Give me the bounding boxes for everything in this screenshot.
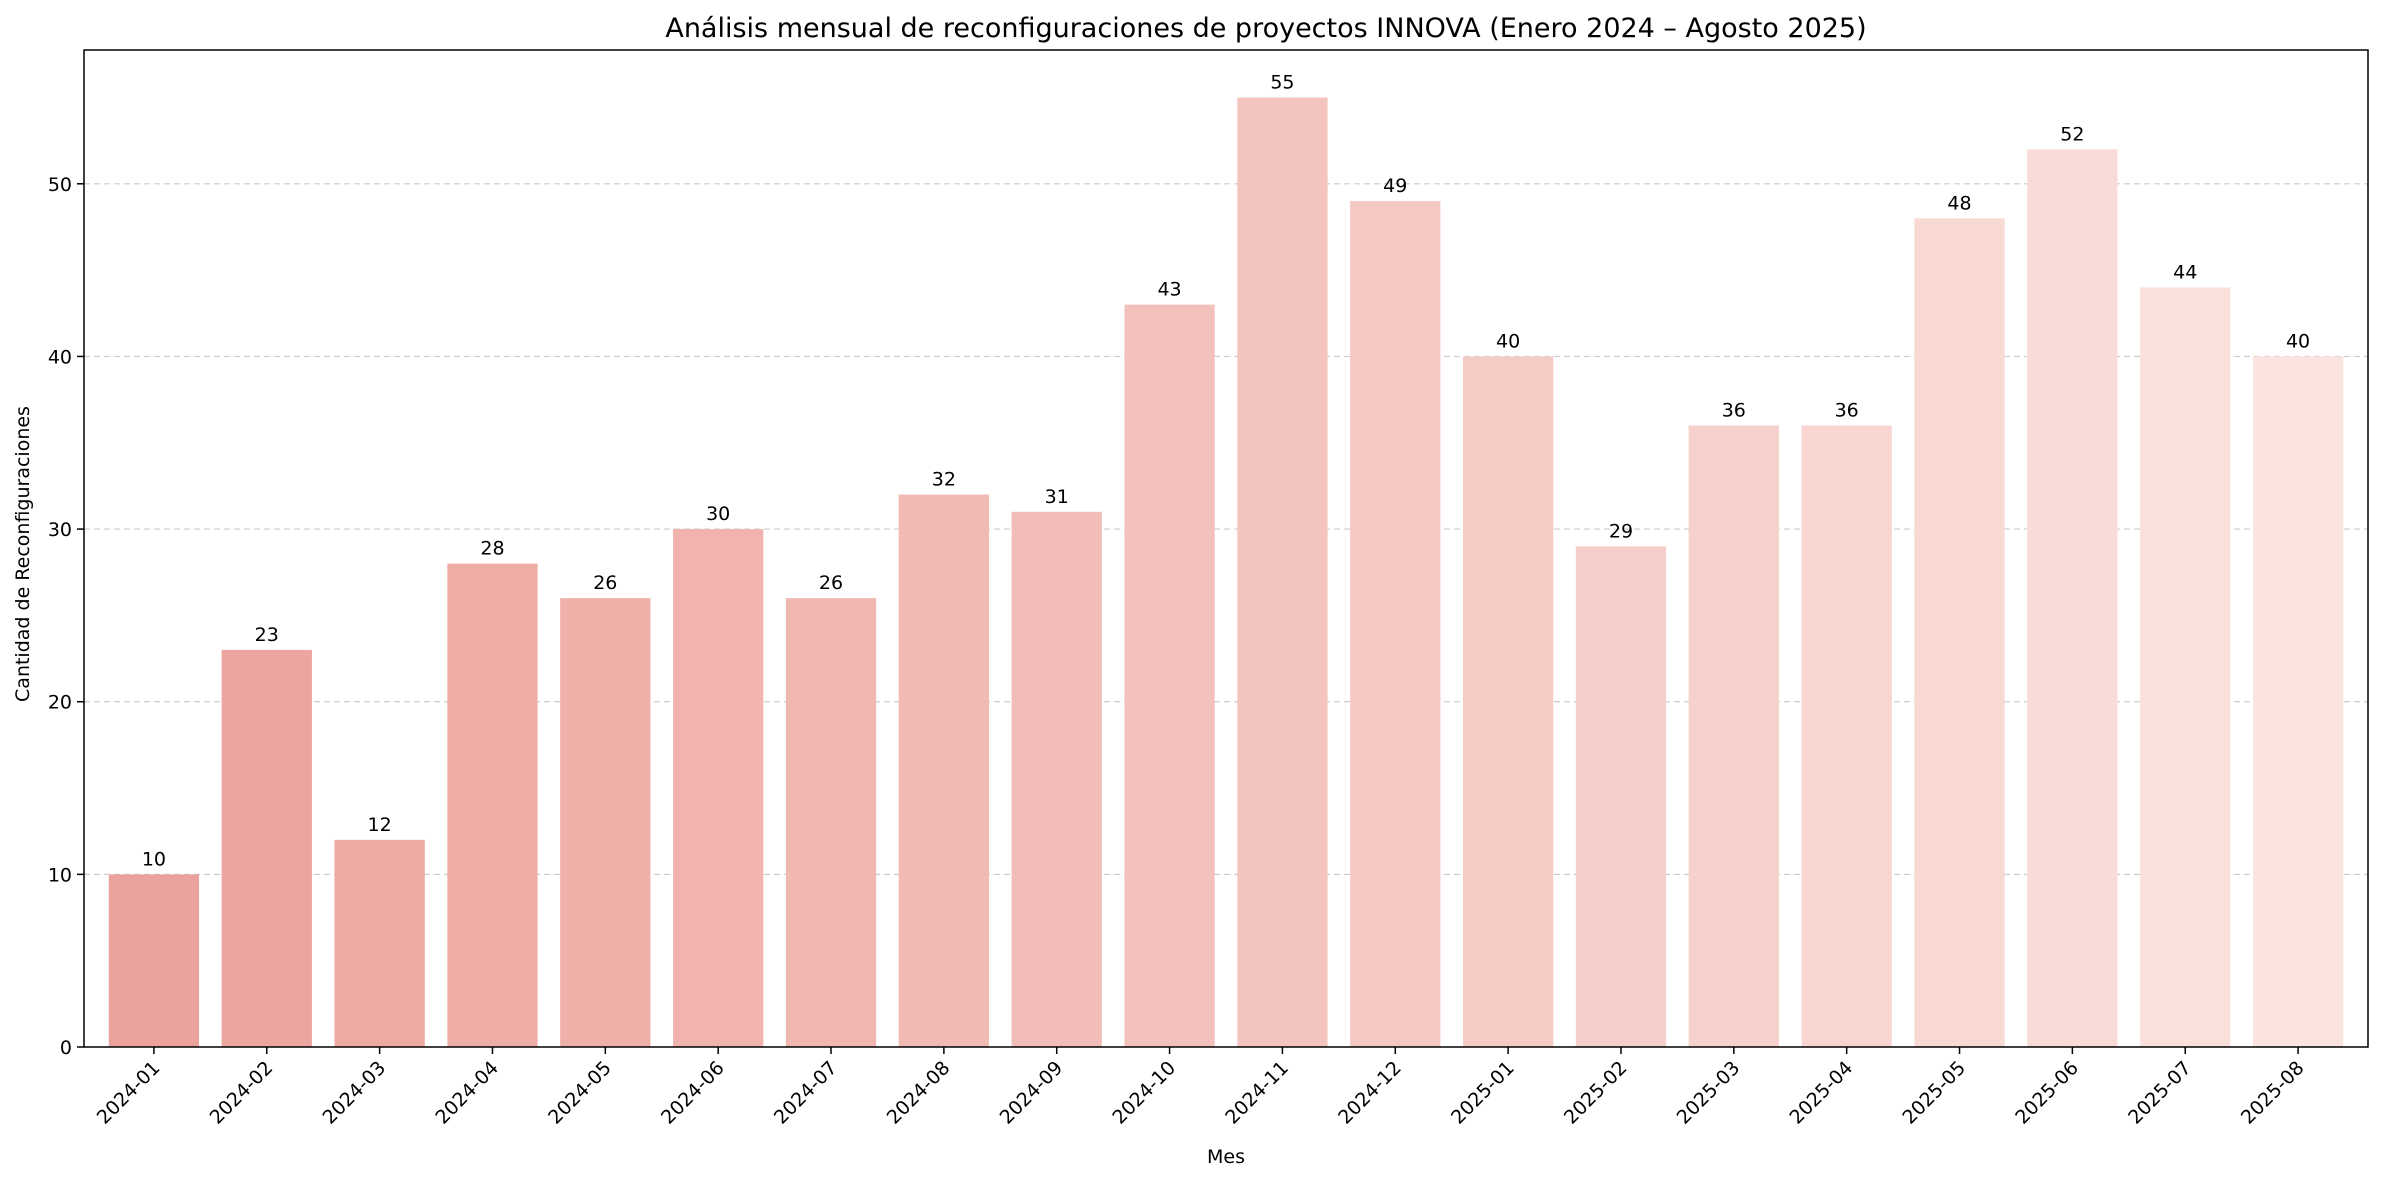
bar-2024-09 [1011,511,1102,1047]
x-tick-label: 2025-01 [1447,1057,1519,1129]
x-tick-label: 2024-03 [318,1057,390,1129]
grid-lines [84,183,2368,875]
x-tick-label: 2024-11 [1221,1057,1293,1129]
value-label: 49 [1383,175,1407,197]
x-tick-label: 2024-06 [657,1057,729,1129]
bar-2024-12 [1350,201,1441,1047]
x-tick-label: 2025-03 [1673,1057,1745,1129]
x-tick-label: 2025-06 [2011,1057,2083,1129]
value-label: 52 [2060,123,2084,145]
bar-2024-06 [673,529,764,1047]
x-tick-label: 2025-02 [1560,1057,1632,1129]
bar-2024-01 [108,874,200,1047]
value-label: 32 [932,469,956,491]
bar-2024-03 [334,839,425,1047]
bar-2024-02 [221,649,312,1047]
y-tick-label: 20 [48,692,72,714]
bar-2025-01 [1462,356,1554,1047]
value-label: 30 [706,503,730,525]
bar-2024-08 [898,494,990,1047]
x-tick-label: 2024-12 [1334,1057,1406,1129]
value-label: 40 [2286,330,2310,352]
y-axis-label: Cantidad de Reconfiguraciones [12,406,34,702]
bar-2025-06 [2027,149,2118,1047]
value-label: 55 [1270,71,1294,93]
x-tick-label: 2025-05 [1898,1057,1970,1129]
x-tick-label: 2025-04 [1786,1057,1858,1129]
bar-2024-07 [785,598,877,1047]
bars [108,97,2344,1047]
value-label: 48 [1947,192,1971,214]
value-label: 26 [819,572,843,594]
value-label: 31 [1045,486,1069,508]
x-tick-label: 2024-07 [770,1057,842,1129]
x-axis-ticks: 2024-01 2024-02 2024-03 2024-04 2024-05 2024-… [93,1047,2309,1129]
bar-2025-02 [1575,546,1667,1047]
value-label: 40 [1496,330,1520,352]
value-label: 43 [1157,279,1181,301]
value-label: 36 [1722,399,1746,421]
bar-2025-07 [2140,287,2231,1047]
bar-2025-04 [1801,425,1892,1047]
x-tick-label: 2024-05 [544,1057,616,1129]
bar-2024-10 [1124,304,1215,1047]
bar-2025-05 [1914,218,2005,1047]
value-label: 36 [1835,399,1859,421]
y-tick-label: 10 [48,864,72,886]
x-tick-label: 2024-02 [206,1057,278,1129]
bar-2024-11 [1237,97,1328,1047]
x-tick-label: 2024-01 [93,1057,165,1129]
value-label: 26 [593,572,617,594]
x-tick-label: 2024-09 [996,1057,1068,1129]
y-tick-label: 40 [48,346,72,368]
x-tick-label: 2024-08 [883,1057,955,1129]
y-tick-label: 0 [60,1037,72,1059]
chart-title: Análisis mensual de reconfiguraciones de… [665,13,1866,44]
value-label: 10 [142,848,166,870]
bar-2024-05 [560,598,651,1047]
x-axis-label: Mes [1207,1146,1245,1168]
x-tick-label: 2025-08 [2237,1057,2309,1129]
bar-2025-03 [1688,425,1779,1047]
plot-frame [83,49,2369,1048]
data-labels: 10 23 12 28 26 30 26 32 31 43 55 49 40 29 36 36 48 52 44 40 [142,71,2310,870]
bar-2024-04 [447,563,538,1047]
value-label: 28 [480,538,504,560]
x-tick-label: 2025-07 [2124,1057,2196,1129]
y-tick-label: 30 [48,519,72,541]
x-tick-label: 2024-04 [431,1057,503,1129]
x-tick-label: 2024-10 [1108,1057,1180,1129]
y-axis-ticks: 0 10 20 30 40 50 [48,174,84,1059]
value-label: 12 [368,814,392,836]
value-label: 23 [255,624,279,646]
value-label: 29 [1609,520,1633,542]
bar-2025-08 [2252,356,2344,1047]
value-label: 44 [2173,261,2197,283]
y-tick-label: 50 [48,174,72,196]
